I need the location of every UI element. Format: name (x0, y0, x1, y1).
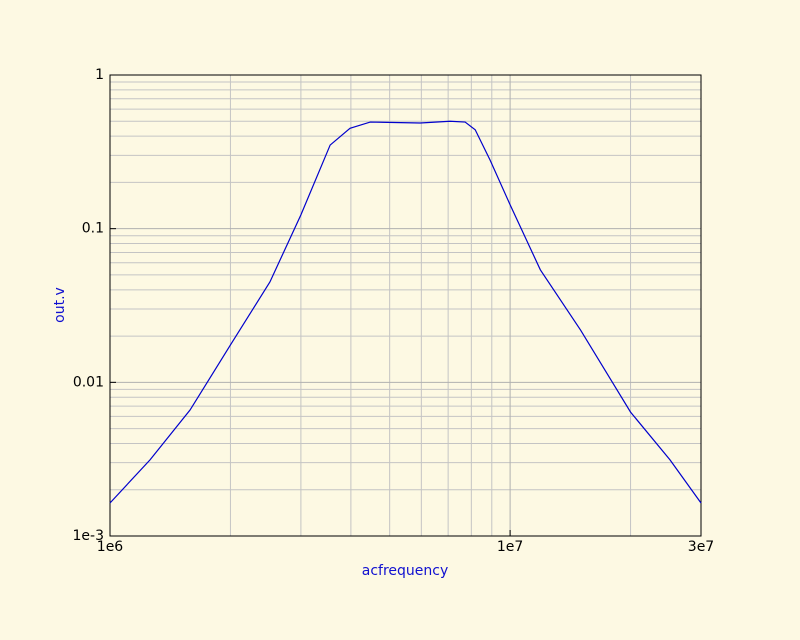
line-series (109, 120, 702, 504)
y-tick-label: 1e-3 (73, 528, 104, 544)
y-tick-label: 1 (95, 67, 104, 83)
y-tick-label: 0.1 (82, 221, 104, 237)
x-tick-label: 1e7 (497, 539, 523, 555)
x-axis-title: acfrequency (362, 563, 449, 579)
x-tick-label: 1e6 (97, 539, 124, 555)
plot-frame (109, 74, 702, 537)
y-tick-label: 0.01 (73, 374, 104, 390)
x-tick-label: 3e7 (688, 539, 714, 555)
y-axis-title: out.v (52, 287, 68, 323)
